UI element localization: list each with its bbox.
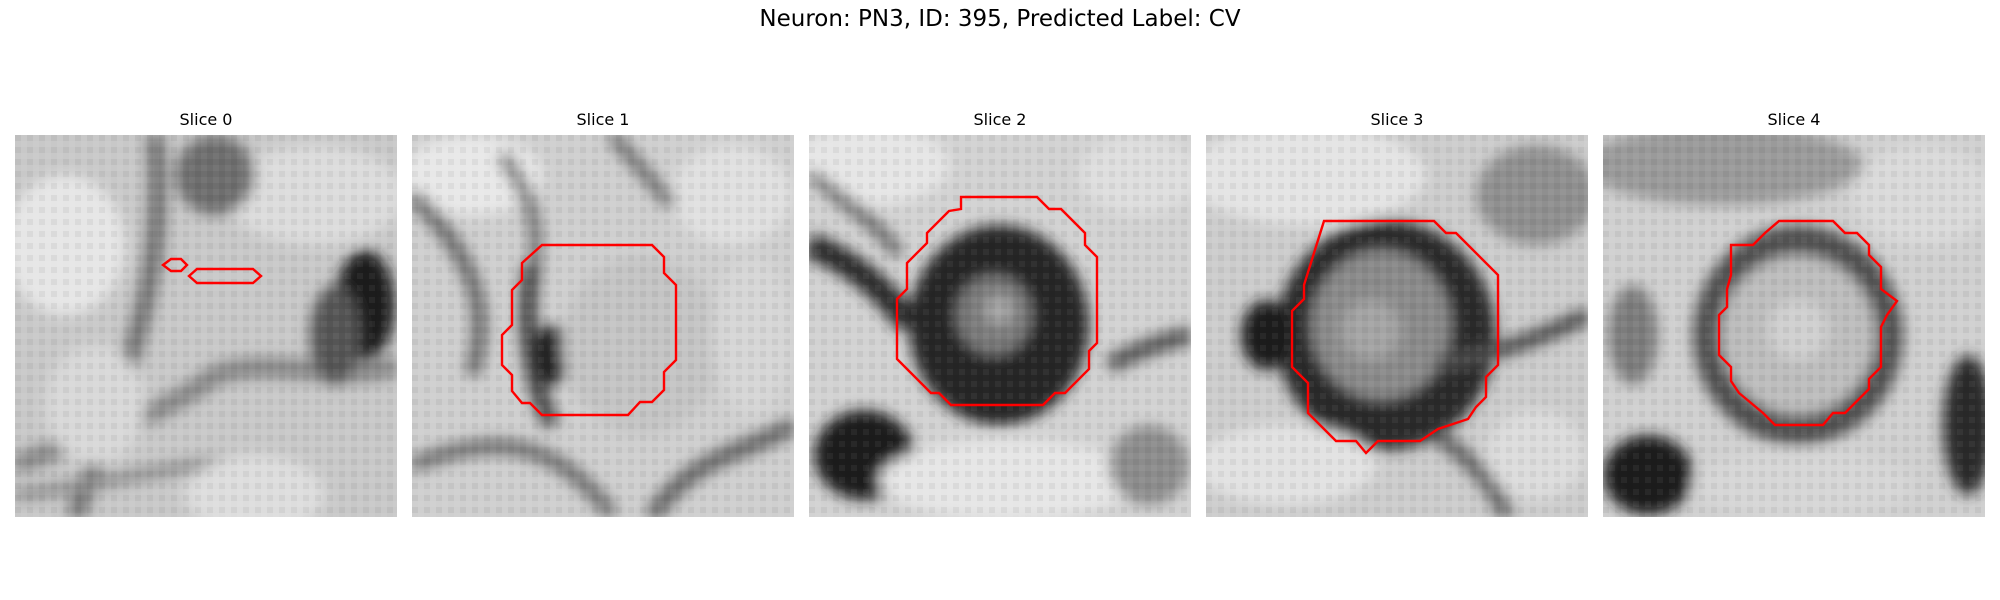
slice-0-image: [15, 135, 397, 517]
slice-2-svg: [809, 135, 1191, 517]
slice-2-contour: [895, 195, 1099, 407]
slice-3-contour: [1290, 219, 1500, 455]
slice-4-svg: [1603, 135, 1985, 517]
figure-title: Neuron: PN3, ID: 395, Predicted Label: C…: [759, 6, 1241, 32]
slice-4-title: Slice 4: [1767, 110, 1821, 129]
slice-0-contour: [161, 257, 263, 285]
slice-3-image: [1206, 135, 1588, 517]
slice-1-title: Slice 1: [576, 110, 630, 129]
slice-1-image: [412, 135, 794, 517]
slice-3-svg: [1206, 135, 1588, 517]
slice-3-title: Slice 3: [1370, 110, 1424, 129]
slice-2-title: Slice 2: [973, 110, 1027, 129]
slice-4-image: [1603, 135, 1985, 517]
slice-1-contour: [500, 243, 678, 417]
slice-1-svg: [412, 135, 794, 517]
slice-2-image: [809, 135, 1191, 517]
slice-0-title: Slice 0: [179, 110, 233, 129]
slice-4-contour: [1717, 219, 1899, 427]
slice-0-svg: [15, 135, 397, 517]
